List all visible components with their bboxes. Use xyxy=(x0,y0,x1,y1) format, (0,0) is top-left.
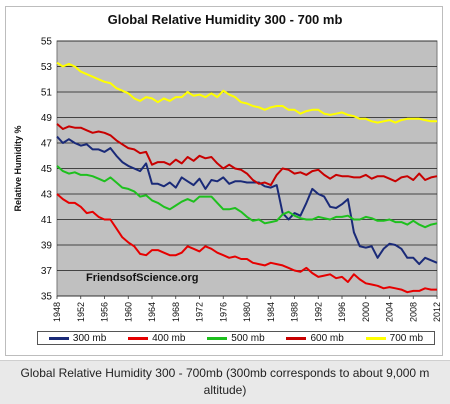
legend-swatch xyxy=(128,336,149,340)
y-tick-label: 45 xyxy=(41,164,53,175)
x-tick-label: 1948 xyxy=(52,302,62,322)
credit-annotation: FriendsofScience.org xyxy=(86,272,199,284)
y-tick-label: 47 xyxy=(41,139,53,150)
x-tick-label: 2008 xyxy=(408,302,418,322)
legend-label: 500 mb xyxy=(231,332,265,344)
x-tick-label: 1988 xyxy=(290,302,300,322)
legend-swatch xyxy=(365,336,386,340)
x-tick-label: 1964 xyxy=(147,302,157,322)
x-tick-label: 1968 xyxy=(171,302,181,322)
series-line-700-mb xyxy=(56,61,437,124)
legend-label: 400 mb xyxy=(152,332,186,344)
legend-item: 700 mb xyxy=(365,332,424,344)
image-caption-bar: Global Relative Humidity 300 - 700mb (30… xyxy=(0,360,450,404)
x-tick-label: 1972 xyxy=(195,302,205,322)
x-tick-label: 1992 xyxy=(313,302,323,322)
x-tick-label: 1984 xyxy=(266,302,276,322)
legend-item: 300 mb xyxy=(48,332,107,344)
x-tick-label: 1980 xyxy=(242,302,252,322)
x-tick-label: 2004 xyxy=(385,302,395,322)
y-tick-label: 53 xyxy=(41,62,53,73)
y-tick-label: 51 xyxy=(41,88,53,99)
y-tick-label: 39 xyxy=(41,241,53,252)
legend-item: 400 mb xyxy=(128,333,185,344)
y-tick-label: 55 xyxy=(41,37,53,48)
legend-swatch xyxy=(48,336,69,340)
y-tick-label: 41 xyxy=(41,215,53,226)
y-tick-label: 49 xyxy=(41,113,53,124)
legend-label: 600 mb xyxy=(310,332,344,344)
legend-item: 600 mb xyxy=(286,332,344,344)
legend-item: 500 mb xyxy=(207,332,265,344)
series-line-600-mb xyxy=(56,123,438,187)
x-tick-label: 2000 xyxy=(361,302,371,322)
legend-swatch xyxy=(207,336,228,340)
x-tick-label: 2012 xyxy=(432,302,442,322)
x-tick-label: 1960 xyxy=(123,302,133,322)
legend-label: 300 mb xyxy=(72,332,107,344)
x-tick-label: 1976 xyxy=(218,302,228,322)
y-axis-label: Relative Humidity % xyxy=(13,125,23,211)
legend-label: 700 mb xyxy=(389,332,424,344)
y-tick-label: 37 xyxy=(41,266,53,277)
caption-text: Global Relative Humidity 300 - 700mb (30… xyxy=(20,366,430,397)
series-line-300-mb xyxy=(56,135,438,266)
x-tick-label: 1952 xyxy=(76,302,86,322)
y-tick-label: 43 xyxy=(41,190,53,201)
x-tick-label: 1956 xyxy=(100,302,110,322)
legend-swatch xyxy=(286,336,307,340)
y-tick-label: 35 xyxy=(41,292,53,303)
chart-legend: 300 mb 400 mb 500 mb 600 mb 700 mb xyxy=(37,331,435,345)
series-line-400-mb xyxy=(56,193,437,294)
series-line-500-mb xyxy=(56,165,438,229)
x-tick-label: 1996 xyxy=(337,302,347,322)
chart-title: Global Relative Humidity 300 - 700 mb xyxy=(107,12,343,27)
